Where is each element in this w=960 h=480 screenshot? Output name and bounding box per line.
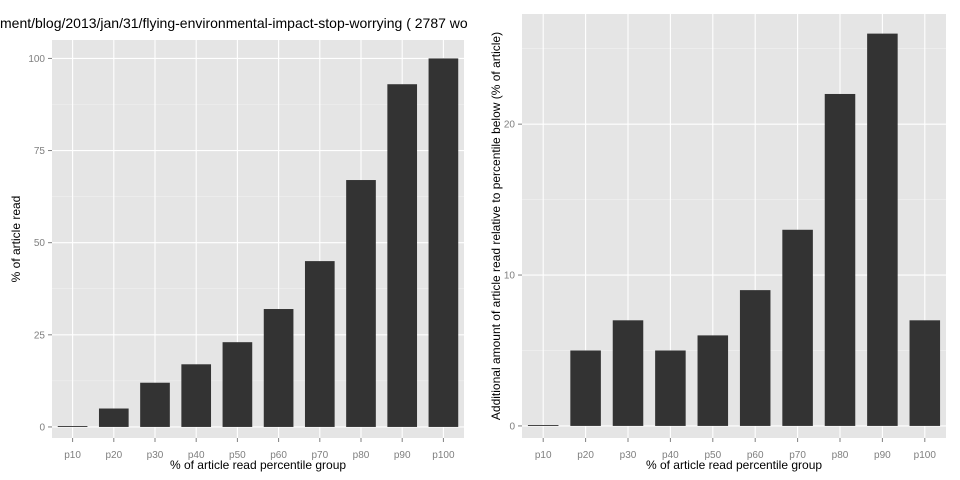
- chart-percent-read: 0 25 50 75 100 p10 p20 p30 p40 p50 p60 p70 p80 p90 p10…: [0, 15, 468, 472]
- bar-p40: [181, 364, 212, 427]
- y-tick-label: 10: [504, 271, 516, 282]
- x-tick-label-p20: p20: [577, 450, 594, 461]
- bar-p100: [428, 58, 459, 427]
- bar-p60: [739, 290, 771, 426]
- x-tick-label-p50: p50: [704, 450, 721, 461]
- bar-p80: [824, 93, 856, 426]
- chart-percent-read-ticks: 0 25 50 75 100 p10 p20 p30 p40 p50 p60 p70 p80 p90 p10…: [28, 54, 455, 461]
- chart-percent-read-ylabel: % of article read: [9, 196, 23, 283]
- y-tick-label: 0: [39, 422, 45, 433]
- bar-p10: [527, 425, 559, 426]
- y-tick-label: 75: [34, 146, 46, 157]
- x-tick-label-p90: p90: [394, 450, 411, 461]
- y-tick-label: 20: [504, 120, 516, 131]
- x-tick-label-p10: p10: [535, 450, 552, 461]
- x-tick-label-p30: p30: [620, 450, 637, 461]
- x-tick-label-p80: p80: [832, 450, 849, 461]
- bar-p40: [655, 350, 686, 426]
- x-tick-label-p60: p60: [747, 450, 764, 461]
- bar-p90: [387, 84, 418, 427]
- bar-p70: [304, 261, 335, 427]
- bar-p90: [867, 33, 898, 426]
- x-tick-label-p70: p70: [311, 450, 328, 461]
- bar-p70: [782, 229, 813, 426]
- chart-additional-read: 0 10 20 p10 p20 p30 p40 p50 p60 p70 p80 p90 p100 % o…: [489, 14, 946, 472]
- x-tick-label-p100: p100: [432, 450, 455, 461]
- x-tick-label-p10: p10: [64, 450, 81, 461]
- chart-percent-read-xlabel: % of article read percentile group: [170, 458, 346, 472]
- bar-p50: [697, 335, 729, 426]
- bar-p20: [570, 350, 601, 426]
- chart-additional-read-ticks: 0 10 20 p10 p20 p30 p40 p50 p60 p70 p80 p90 p100: [504, 120, 936, 461]
- x-tick-label-p30: p30: [147, 450, 164, 461]
- y-tick-label: 0: [509, 421, 515, 432]
- x-tick-label-p50: p50: [229, 450, 246, 461]
- bar-p50: [222, 342, 253, 427]
- x-tick-label-p80: p80: [353, 450, 370, 461]
- chart-percent-read-title: ment/blog/2013/jan/31/flying-environment…: [0, 15, 468, 31]
- bar-p20: [98, 408, 129, 427]
- y-tick-label: 100: [28, 54, 45, 65]
- x-tick-label-p90: p90: [874, 450, 891, 461]
- bar-p10: [57, 426, 88, 427]
- x-tick-label-p20: p20: [105, 450, 122, 461]
- chart-additional-read-xlabel: % of article read percentile group: [646, 458, 822, 472]
- x-tick-label-p40: p40: [188, 450, 205, 461]
- bar-p80: [346, 180, 376, 427]
- chart-percent-read-bars: [57, 58, 459, 427]
- bar-p100: [909, 320, 941, 426]
- chart-additional-read-bars: [527, 33, 941, 426]
- y-tick-label: 50: [34, 238, 46, 249]
- bar-p30: [612, 320, 644, 426]
- bar-p30: [140, 382, 170, 427]
- x-tick-label-p70: p70: [789, 450, 806, 461]
- y-tick-label: 25: [34, 330, 46, 341]
- x-tick-label-p60: p60: [270, 450, 287, 461]
- chart-additional-read-ylabel: Additional amount of article read relati…: [489, 32, 503, 420]
- x-tick-label-p40: p40: [662, 450, 679, 461]
- bar-p60: [263, 309, 294, 427]
- x-tick-label-p100: p100: [914, 450, 937, 461]
